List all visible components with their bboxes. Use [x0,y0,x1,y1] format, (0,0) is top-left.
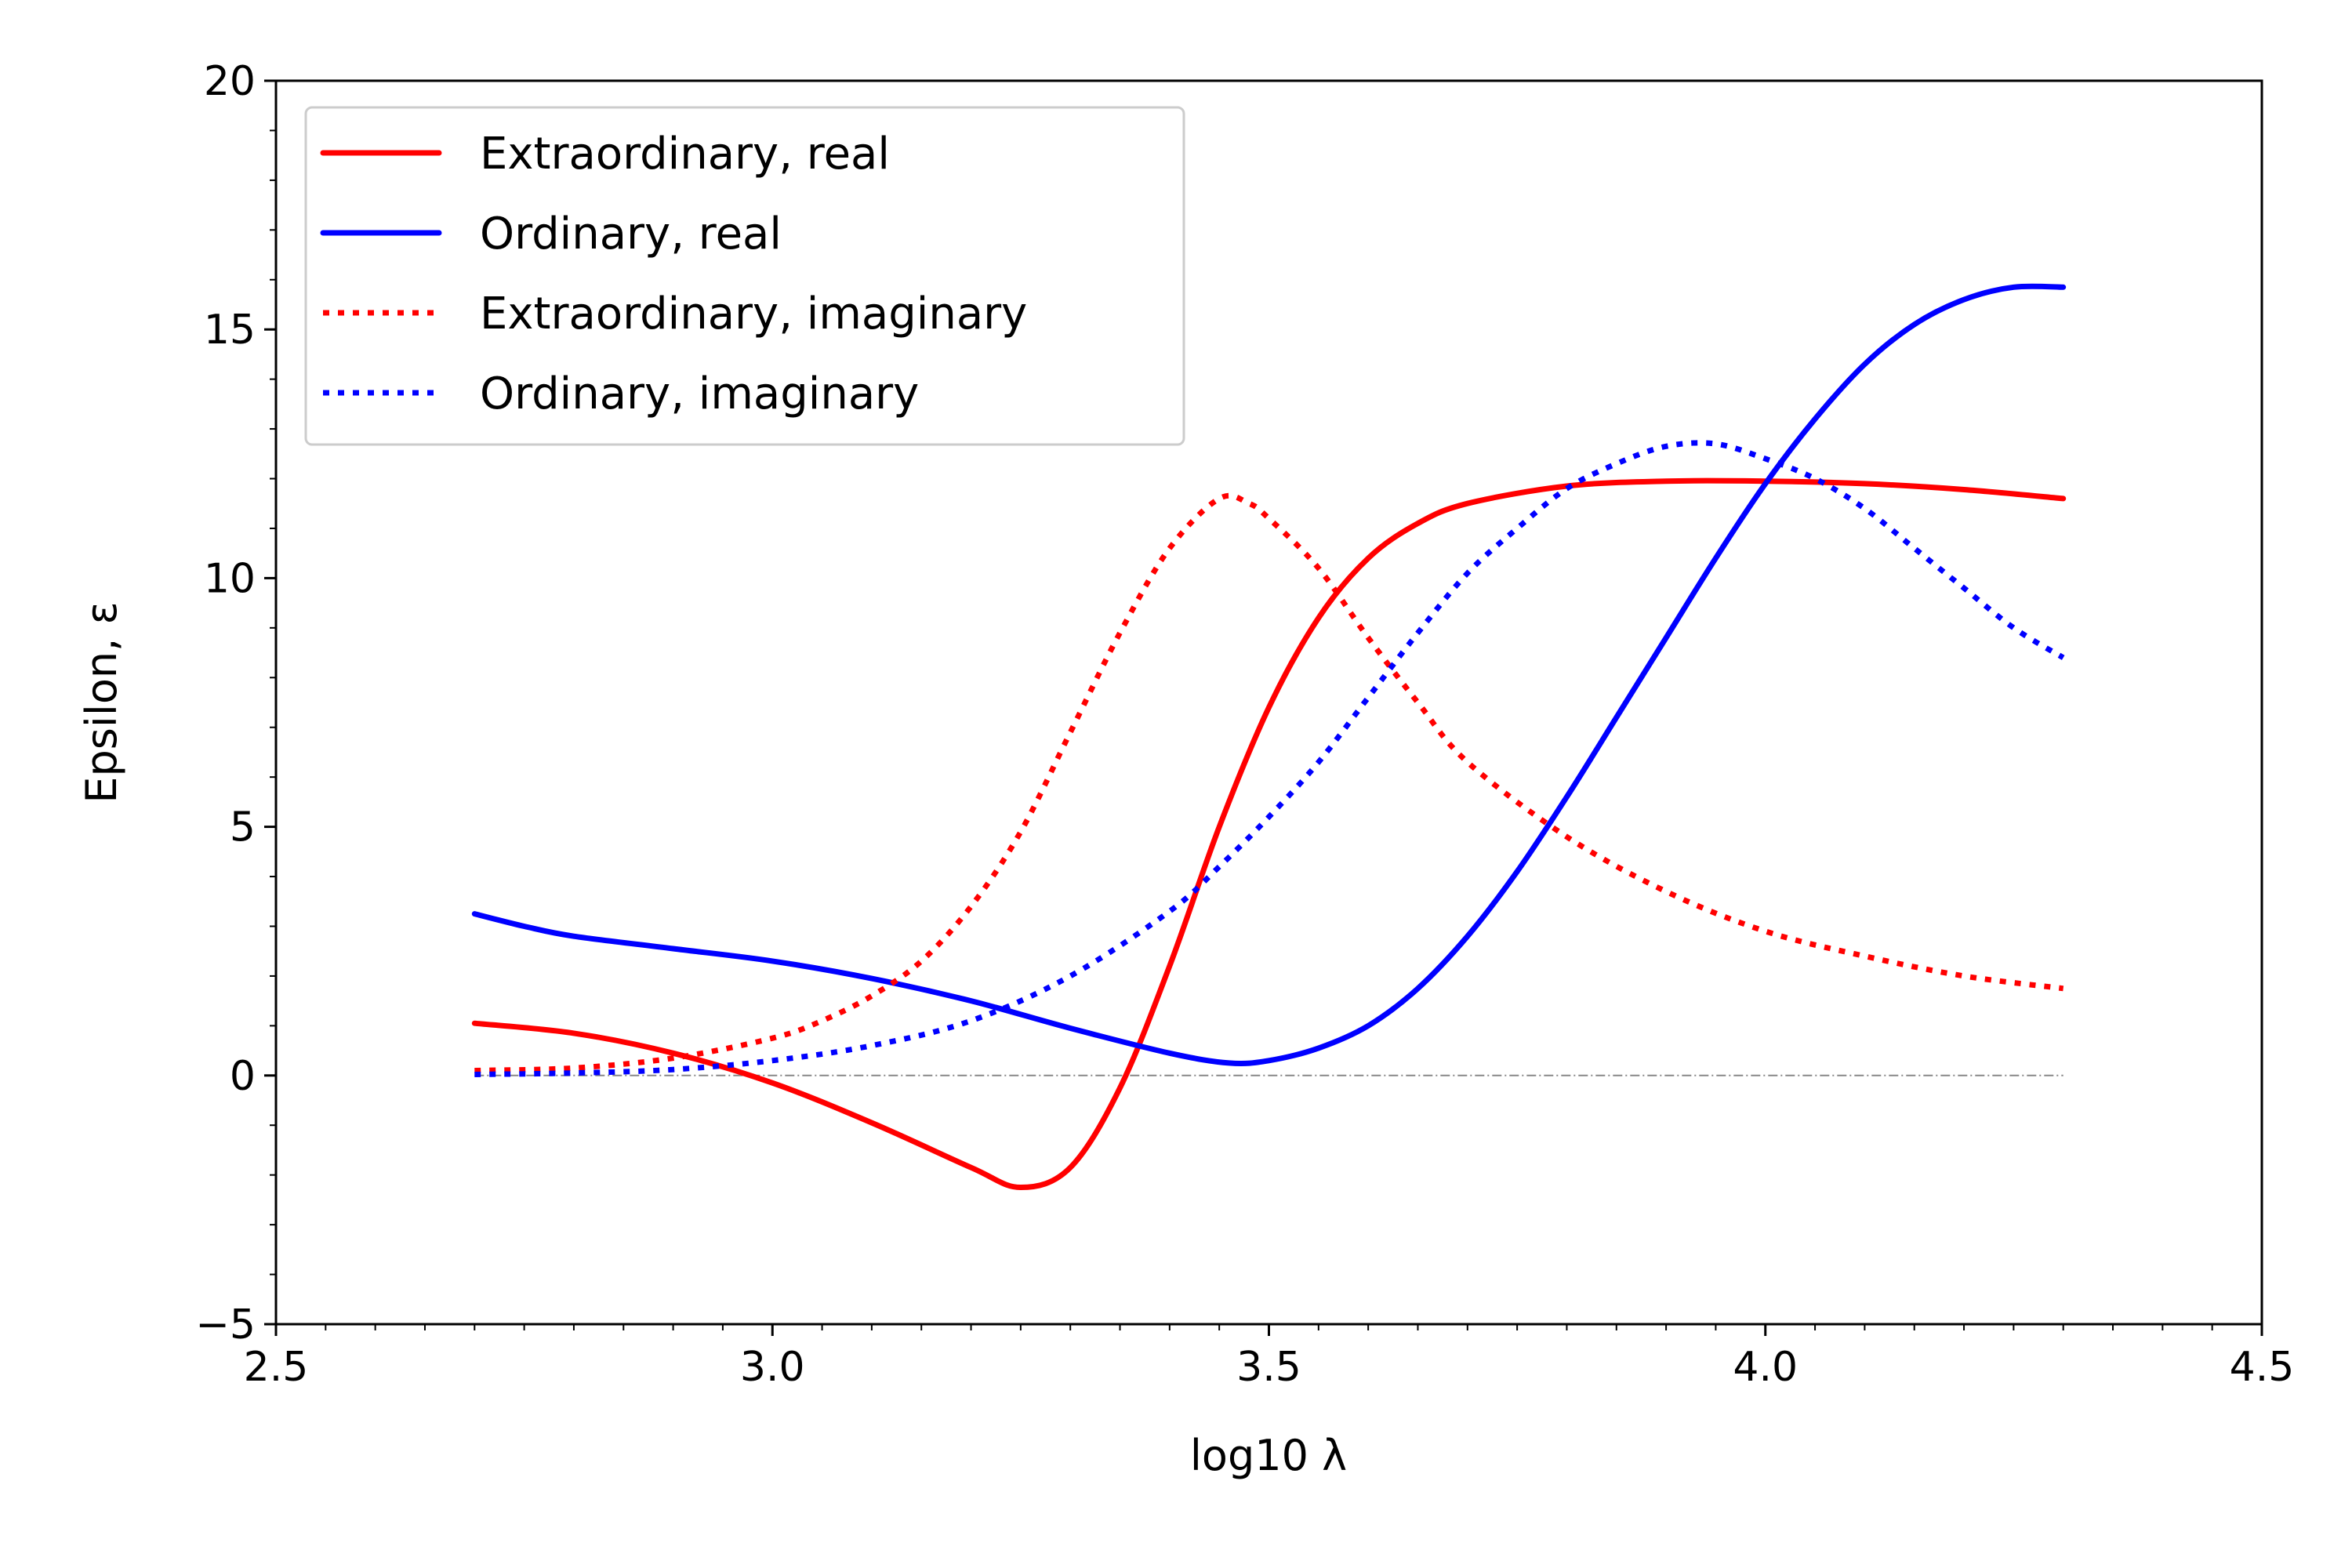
y-tick-label: −5 [195,1301,256,1348]
x-tick-label: 4.0 [1733,1344,1798,1391]
legend: Extraordinary, real Ordinary, real Extraor… [304,106,1185,446]
y-tick-label: 15 [204,307,256,354]
legend-label-ordinary-real: Ordinary, real [480,209,782,260]
x-axis-label: log10 λ [1190,1431,1347,1480]
legend-label-extraordinary-imaginary: Extraordinary, imaginary [480,289,1027,339]
series-line-ordinary-imaginary [474,440,2065,1077]
x-tick-label: 3.5 [1236,1344,1301,1391]
y-tick-label: 20 [204,58,256,105]
y-tick-label: 5 [230,804,256,851]
legend-label-ordinary-imaginary: Ordinary, imaginary [480,368,919,419]
series-line-extraordinary-real [471,477,2067,1191]
y-tick-label: 10 [204,555,256,602]
x-tick-label: 2.5 [244,1344,309,1391]
y-tick-label: 0 [230,1053,256,1100]
series-line-ordinary-real [471,283,2067,1067]
x-tick-label: 4.5 [2230,1344,2295,1391]
legend-box [304,106,1185,446]
y-axis-label: Epsilon, ε [77,601,126,803]
x-tick-label: 3.0 [740,1344,805,1391]
legend-label-extraordinary-real: Extraordinary, real [480,129,890,180]
